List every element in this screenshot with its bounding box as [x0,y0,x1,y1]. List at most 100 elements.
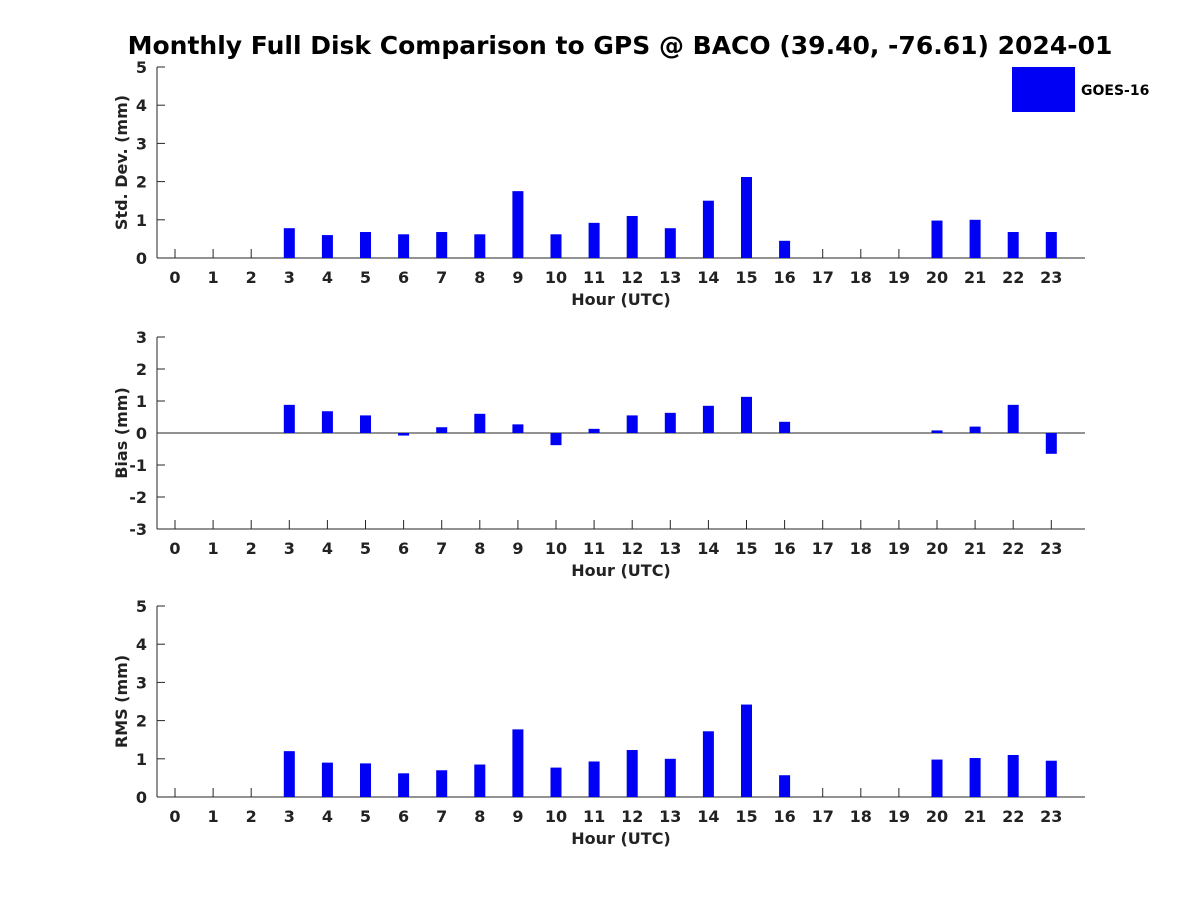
bar-hour-21 [969,219,981,258]
x-tick-label: 16 [773,539,795,558]
legend-label: GOES-16 [1081,83,1149,99]
bar-hour-13 [664,412,676,433]
y-tick-label: 4 [136,635,147,654]
bar-hour-14 [702,200,714,258]
bar-hour-14 [702,731,714,797]
x-axis-label: Hour (UTC) [571,290,671,309]
y-tick-label: -2 [129,488,147,507]
x-tick-label: 13 [659,268,681,287]
x-tick-label: 4 [322,268,333,287]
x-tick-label: 20 [926,268,948,287]
x-tick-label: 11 [583,539,605,558]
bar-hour-20 [931,220,943,258]
bar-hour-12 [626,750,638,797]
bar-hour-15 [741,396,752,433]
bar-hour-14 [702,405,714,433]
bar-hour-5 [360,415,371,433]
y-tick-label: 3 [136,328,147,347]
bar-hour-22 [1007,404,1019,433]
bar-hour-7 [436,427,448,433]
y-tick-label: 3 [136,134,147,153]
y-tick-label: -3 [129,520,147,539]
x-tick-label: 22 [1002,539,1024,558]
y-tick-label: 3 [136,673,147,692]
legend-swatch [1012,67,1075,112]
x-tick-label: 8 [474,268,485,287]
bar-hour-16 [779,421,791,433]
bar-hour-20 [931,430,943,433]
x-tick-label: 6 [398,807,409,826]
x-tick-label: 9 [512,807,523,826]
bar-hour-10 [550,234,562,258]
chart-title: Monthly Full Disk Comparison to GPS @ BA… [128,31,1113,60]
x-tick-label: 11 [583,268,605,287]
x-tick-label: 5 [360,268,371,287]
x-tick-label: 18 [850,539,872,558]
x-tick-label: 10 [545,268,567,287]
bar-hour-11 [588,222,600,258]
bar-hour-3 [283,751,295,797]
x-tick-label: 17 [812,807,834,826]
y-tick-label: 2 [136,173,147,192]
x-tick-label: 8 [474,807,485,826]
bar-hour-6 [398,234,410,258]
y-axis-label: RMS (mm) [112,655,131,748]
x-tick-label: 15 [735,807,757,826]
x-tick-label: 0 [169,268,180,287]
y-tick-label: -1 [129,456,147,475]
x-tick-label: 1 [208,539,219,558]
x-tick-label: 16 [773,807,795,826]
x-tick-label: 17 [812,268,834,287]
bar-hour-21 [969,758,981,797]
y-tick-label: 0 [136,788,147,807]
bar-hour-8 [474,413,486,433]
x-tick-label: 3 [284,268,295,287]
bar-hour-7 [436,232,448,258]
y-tick-label: 0 [136,249,147,268]
x-tick-label: 6 [398,268,409,287]
x-tick-label: 5 [360,539,371,558]
x-tick-label: 5 [360,807,371,826]
chart-legend: GOES-16 [1012,67,1149,112]
x-tick-label: 4 [322,539,333,558]
x-tick-label: 17 [812,539,834,558]
bar-hour-13 [664,758,676,797]
x-tick-label: 1 [208,268,219,287]
bar-hour-8 [474,764,486,797]
x-tick-label: 2 [246,807,257,826]
x-tick-label: 15 [735,539,757,558]
x-tick-label: 14 [697,539,719,558]
x-tick-label: 19 [888,268,910,287]
bar-hour-4 [321,411,333,433]
bar-hour-20 [931,759,943,797]
x-tick-label: 3 [284,539,295,558]
x-tick-label: 21 [964,539,986,558]
x-tick-label: 14 [697,268,719,287]
x-tick-label: 2 [246,539,257,558]
x-tick-label: 11 [583,807,605,826]
bar-hour-22 [1007,232,1019,258]
bar-hour-9 [512,424,524,433]
bar-hour-10 [550,767,562,797]
bar-hour-21 [969,426,981,433]
x-tick-label: 2 [246,268,257,287]
x-tick-label: 15 [735,268,757,287]
bar-hour-15 [741,704,752,797]
x-tick-label: 8 [474,539,485,558]
bar-hour-10 [550,433,562,446]
x-axis-label: Hour (UTC) [571,829,671,848]
x-tick-label: 16 [773,268,795,287]
bar-hour-8 [474,234,486,258]
y-tick-label: 0 [136,424,147,443]
bar-hour-16 [779,775,791,797]
x-axis-label: Hour (UTC) [571,561,671,580]
bar-hour-9 [512,191,524,258]
x-tick-label: 13 [659,807,681,826]
bar-hour-13 [664,228,676,258]
x-tick-label: 4 [322,807,333,826]
x-tick-label: 9 [512,268,523,287]
